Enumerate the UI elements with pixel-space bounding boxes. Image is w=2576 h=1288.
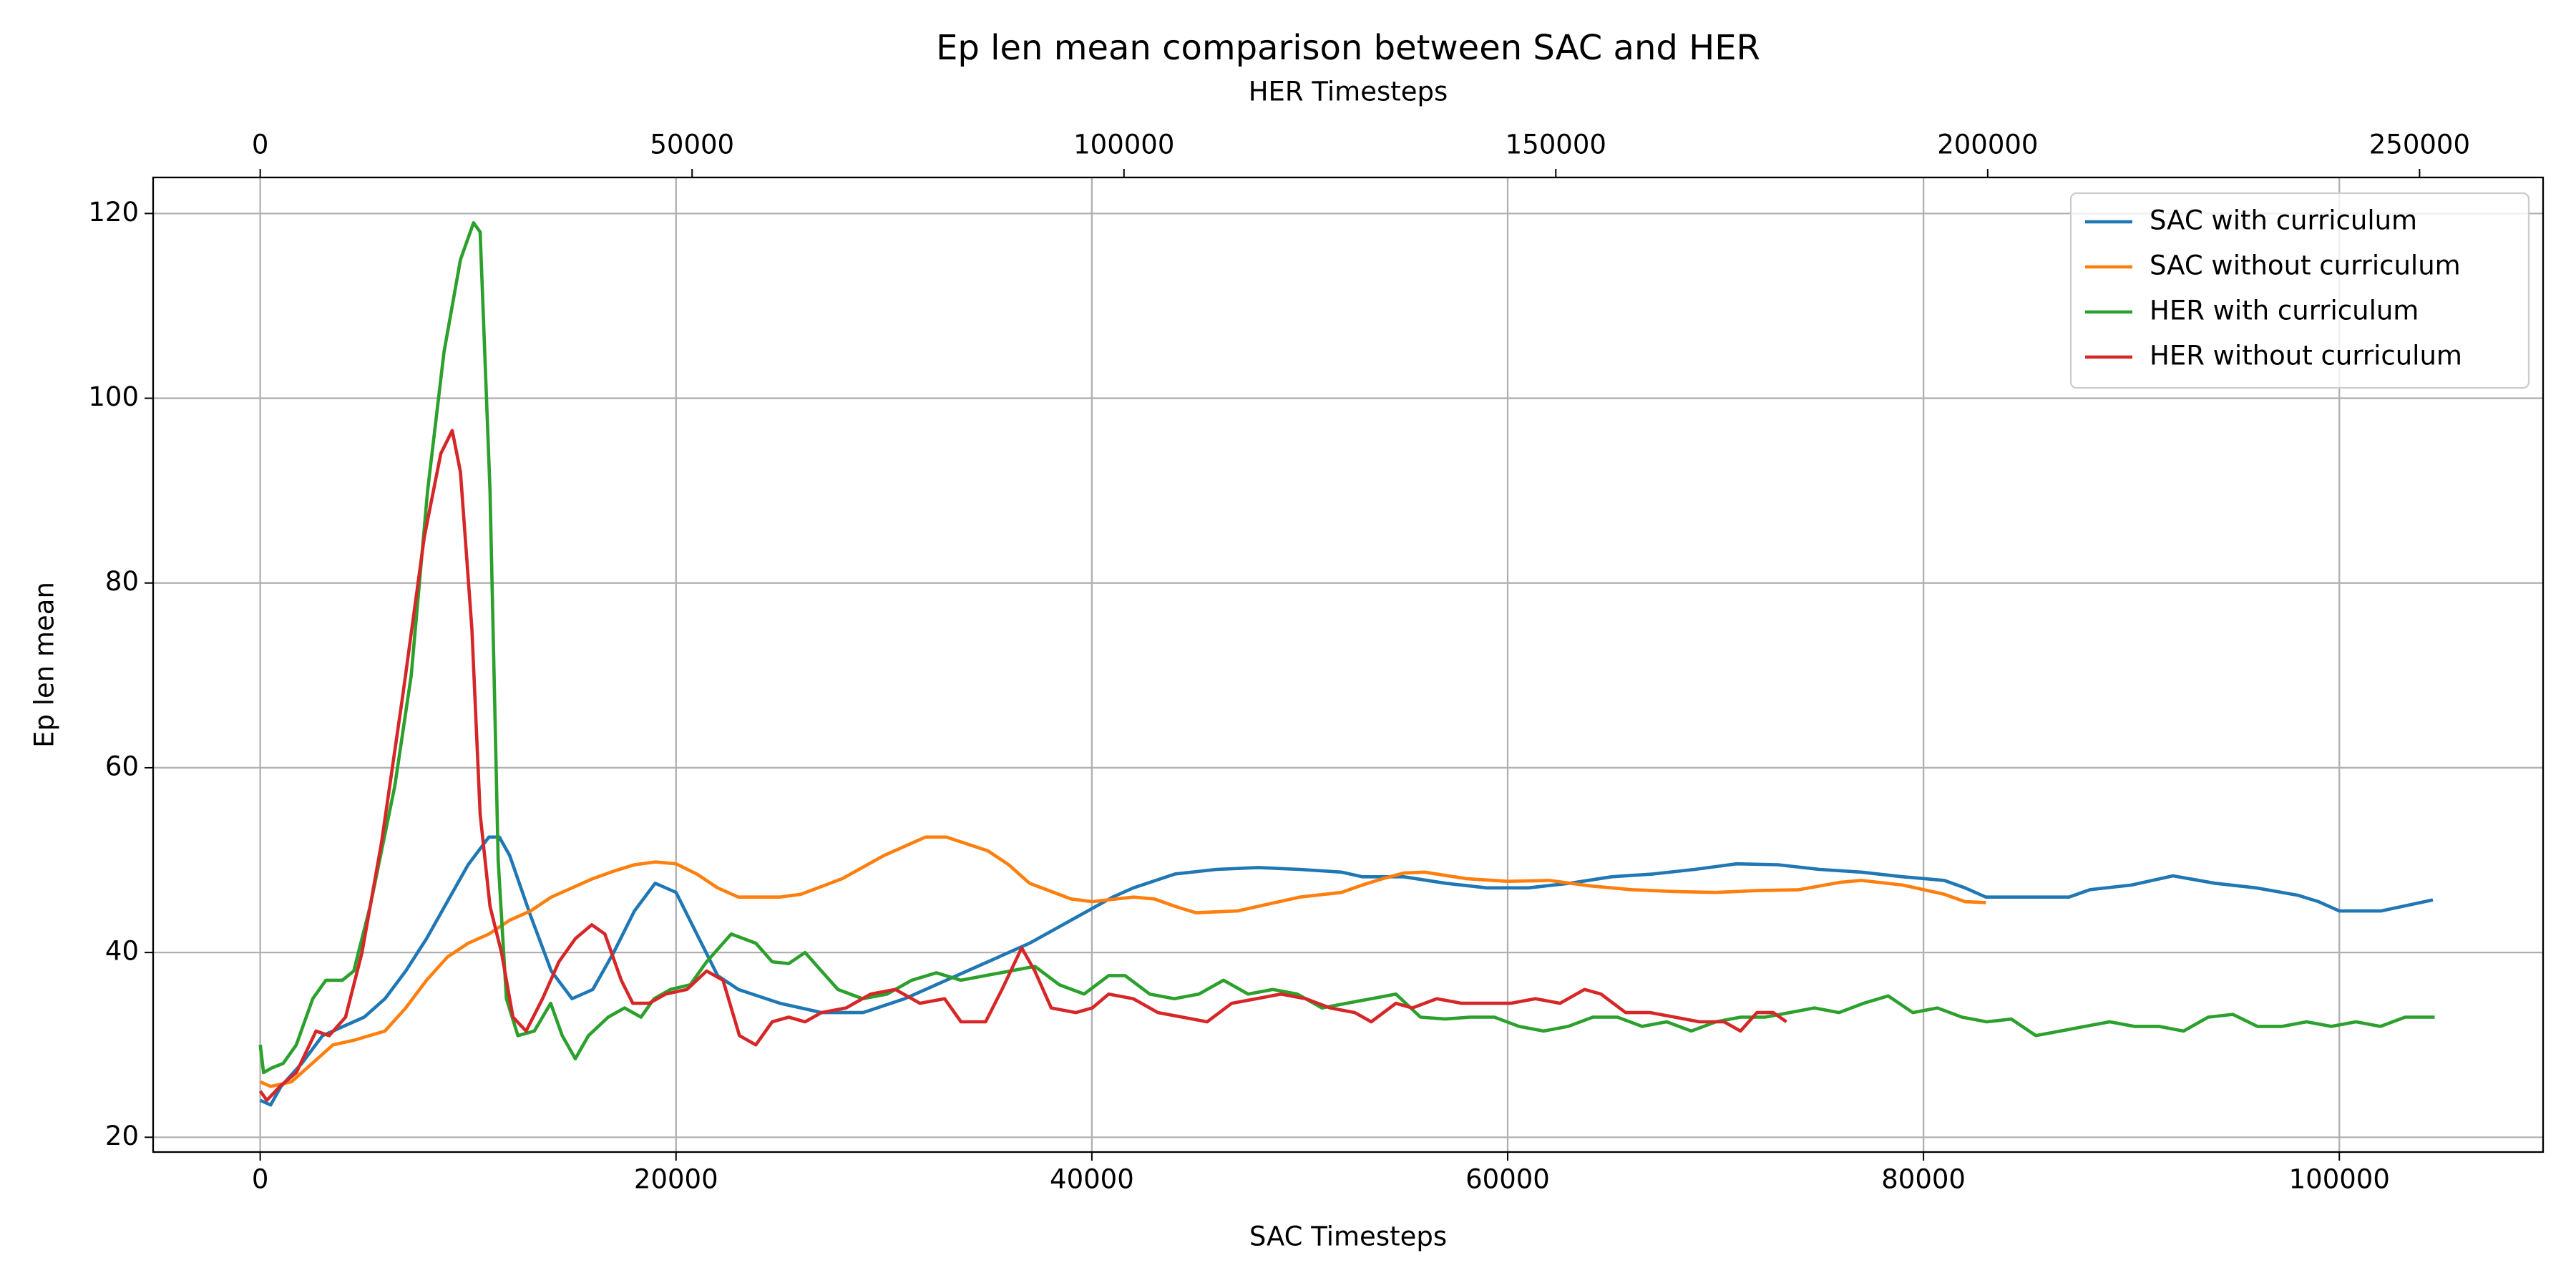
x2-tick-label: 0 bbox=[252, 130, 269, 160]
y-tick-label: 60 bbox=[105, 751, 139, 781]
legend-label: SAC without curriculum bbox=[2150, 250, 2461, 281]
x2-tick-label: 250000 bbox=[2369, 130, 2470, 160]
line-series bbox=[258, 221, 2435, 1075]
chart-title: Ep len mean comparison between SAC and H… bbox=[936, 28, 1760, 68]
x-tick-label: 100000 bbox=[2289, 1164, 2390, 1195]
legend-frame bbox=[2069, 192, 2530, 389]
legend-label: HER without curriculum bbox=[2150, 341, 2462, 371]
legend-label: HER with curriculum bbox=[2150, 296, 2419, 326]
legend: SAC with curriculum SAC without curriculu… bbox=[2069, 192, 2530, 389]
line-series bbox=[259, 835, 1986, 1088]
x-axis-label: SAC Timesteps bbox=[1249, 1221, 1447, 1252]
x-tick-label: 20000 bbox=[634, 1164, 718, 1195]
y-axis-label: Ep len mean bbox=[29, 582, 60, 748]
x-tick-label: 80000 bbox=[1881, 1164, 1966, 1195]
x-tick-label: 40000 bbox=[1050, 1164, 1134, 1195]
x2-tick-label: 200000 bbox=[1937, 130, 2038, 160]
y-tick-label: 100 bbox=[88, 381, 139, 412]
line-series bbox=[259, 835, 2434, 1107]
plot-frame bbox=[152, 176, 2545, 1153]
x-tick-label: 0 bbox=[252, 1164, 269, 1195]
y-tick-label: 20 bbox=[105, 1121, 139, 1151]
x2-tick-label: 150000 bbox=[1506, 130, 1606, 160]
line-series bbox=[258, 429, 1787, 1102]
x-tick-label: 60000 bbox=[1465, 1164, 1550, 1195]
legend-label: SAC with curriculum bbox=[2150, 205, 2417, 236]
x2-tick-label: 100000 bbox=[1073, 130, 1174, 160]
y-tick-label: 120 bbox=[88, 197, 139, 228]
y-tick-label: 80 bbox=[105, 566, 139, 597]
x2-tick-label: 50000 bbox=[650, 130, 734, 160]
x2-axis-label: HER Timesteps bbox=[1249, 77, 1448, 107]
y-tick-label: 40 bbox=[105, 936, 139, 967]
